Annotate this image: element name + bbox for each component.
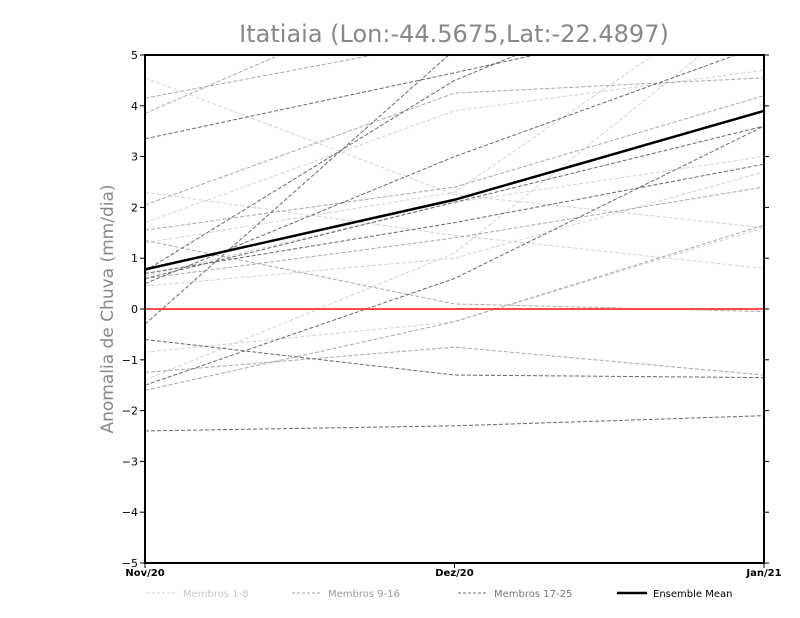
series-line <box>145 224 764 391</box>
x-tick-label: Dez/20 <box>435 568 474 579</box>
y-tick-label: −2 <box>122 405 138 418</box>
legend-label: Membros 17-25 <box>494 589 572 600</box>
ensemble-mean-line <box>145 109 764 271</box>
x-tick-label: Nov/20 <box>125 568 164 579</box>
series-line <box>145 227 764 353</box>
series-line <box>145 191 764 269</box>
y-tick-label: −4 <box>122 506 138 519</box>
series-line <box>145 55 738 285</box>
legend-label: Ensemble Mean <box>653 589 732 600</box>
y-tick-label: −5 <box>122 557 138 570</box>
y-axis-label: Anomalia de Chuva (mm/dia) <box>98 184 118 433</box>
y-tick-label: 5 <box>131 49 138 62</box>
series-line <box>145 55 538 140</box>
series-line <box>145 346 764 376</box>
series-line <box>145 55 281 114</box>
series-line <box>145 77 764 206</box>
series-line <box>145 338 764 379</box>
legend-label: Membros 1-8 <box>183 589 249 600</box>
series-line <box>145 125 764 386</box>
chart-title: Itatiaia (Lon:-44.5675,Lat:-22.4897) <box>239 20 669 48</box>
series-line <box>145 415 764 432</box>
series-line <box>145 55 450 325</box>
x-tick-label: Jan/21 <box>745 568 781 579</box>
y-tick-label: −3 <box>122 455 138 468</box>
y-tick-label: 4 <box>131 100 138 113</box>
y-tick-label: 2 <box>131 201 138 214</box>
series-line <box>145 163 764 274</box>
y-tick-label: 0 <box>131 303 138 316</box>
series-line <box>145 171 764 287</box>
y-tick-label: 3 <box>131 151 138 164</box>
series-line <box>145 95 764 231</box>
series-line <box>145 55 702 381</box>
series-line <box>145 186 764 280</box>
series-line <box>145 55 655 244</box>
series-line <box>145 69 764 224</box>
series-line <box>145 55 377 99</box>
series-line <box>145 125 764 280</box>
y-tick-label: 1 <box>131 252 138 265</box>
legend-label: Membros 9-16 <box>328 589 400 600</box>
y-tick-label: −1 <box>122 354 138 367</box>
series-line <box>145 239 764 313</box>
series-line <box>145 55 518 272</box>
